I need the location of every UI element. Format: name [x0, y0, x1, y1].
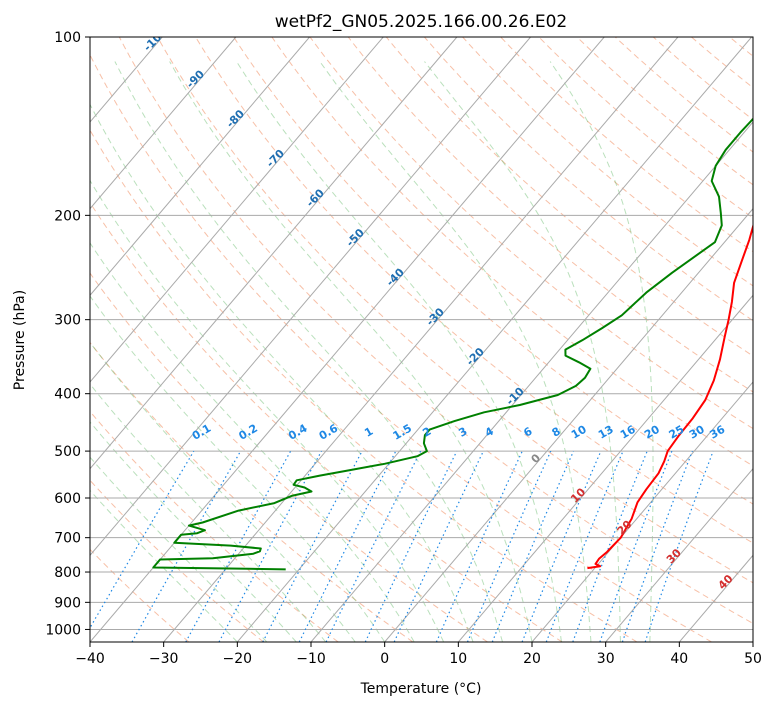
moist-adiabat	[90, 103, 474, 642]
moist-adiabat	[90, 421, 297, 642]
moist-adiabat	[169, 61, 533, 642]
isotherm-line	[384, 207, 753, 642]
x-tick-label: 20	[523, 651, 541, 667]
isotherm-line	[457, 294, 753, 642]
moist-adiabat	[319, 61, 592, 642]
x-tick-label: 10	[449, 651, 467, 667]
y-tick-label: 200	[54, 208, 81, 224]
x-tick-label: −10	[296, 651, 326, 667]
mixing-ratio-line	[90, 450, 195, 630]
dry-adiabat	[156, 37, 753, 584]
moist-adiabat	[90, 341, 356, 642]
dry-adiabat	[424, 37, 753, 322]
dry-adiabat	[233, 37, 753, 505]
x-tick-label: 40	[670, 651, 688, 667]
dry-adiabat	[309, 37, 753, 430]
isotherm-line	[90, 37, 310, 297]
x-tick-label: 50	[744, 651, 762, 667]
moist-adiabat	[90, 456, 268, 642]
y-tick-label: 1000	[45, 622, 81, 638]
isotherm-line	[90, 37, 237, 210]
mixing-ratio-line	[572, 450, 648, 642]
moist-adiabat	[424, 61, 621, 642]
y-axis-label: Pressure (hPa)	[12, 290, 28, 390]
y-tick-label: 900	[54, 595, 81, 611]
moist-adiabat	[114, 61, 503, 642]
moist-adiabat	[549, 61, 654, 642]
moist-adiabat	[236, 61, 562, 642]
x-tick-label: 0	[380, 651, 389, 667]
mixing-ratio-line	[131, 450, 242, 642]
moist-adiabat	[90, 295, 386, 642]
chart-title: wetPf2_GN05.2025.166.00.26.E02	[275, 12, 567, 32]
y-tick-label: 500	[54, 444, 81, 460]
y-tick-label: 600	[54, 491, 81, 507]
dry-adiabat	[90, 479, 264, 642]
dry-adiabat	[500, 37, 753, 253]
dry-adiabat	[347, 37, 753, 393]
moist-adiabat	[90, 179, 445, 642]
dry-adiabat	[195, 37, 753, 544]
x-tick-label: 30	[597, 651, 615, 667]
dry-adiabat	[90, 129, 638, 642]
x-tick-label: −30	[149, 651, 179, 667]
isotherm-line	[90, 37, 458, 470]
dry-adiabat	[614, 37, 753, 153]
plot-frame	[89, 36, 754, 643]
series-layer	[152, 117, 753, 571]
isotherm-line	[90, 37, 384, 383]
isotherm-line	[236, 37, 752, 642]
mixing-ratio-line	[393, 450, 484, 642]
y-tick-label: 100	[54, 30, 81, 46]
isotherm-line	[163, 37, 679, 642]
moist-adiabat	[90, 242, 415, 642]
dry-adiabat	[90, 53, 712, 642]
dry-adiabat	[462, 37, 753, 287]
grid-layer	[90, 37, 753, 642]
y-tick-label: 800	[54, 565, 81, 581]
dewpoint-line	[152, 117, 753, 571]
isotherm-line	[90, 37, 531, 557]
temperature-line	[587, 223, 753, 570]
dry-adiabat	[90, 341, 414, 642]
y-tick-label: 700	[54, 531, 81, 547]
x-tick-label: −40	[75, 651, 105, 667]
x-tick-label: −20	[223, 651, 253, 667]
isotherm-line	[310, 121, 753, 642]
y-tick-label: 400	[54, 387, 81, 403]
isotherm-line	[605, 467, 753, 642]
axes-layer: −40 −30 −20 −10 0 10 20 30 40 50 100 200 300 400 500 60…	[45, 30, 762, 667]
mixing-ratio-line	[364, 450, 458, 642]
moist-adiabat	[90, 383, 327, 642]
mixing-ratio-line	[545, 450, 624, 642]
mixing-ratio-line	[325, 450, 422, 642]
x-axis-label: Temperature (°C)	[360, 681, 482, 697]
y-tick-label: 300	[54, 313, 81, 329]
